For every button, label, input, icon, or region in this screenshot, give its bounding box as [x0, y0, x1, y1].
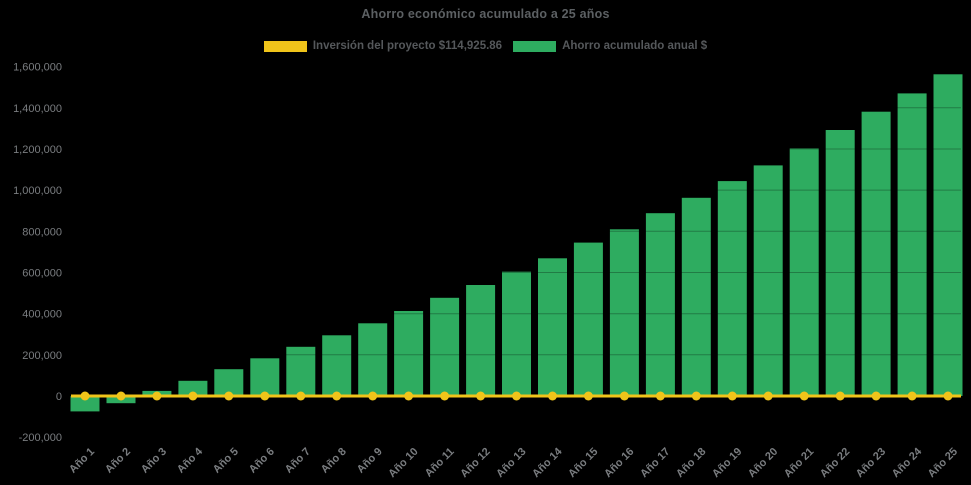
bar-año-9 [358, 323, 388, 396]
x-axis-tick-label: Año 17 [638, 446, 672, 480]
x-axis-tick-label: Año 9 [355, 446, 385, 476]
bar-año-14 [538, 258, 567, 396]
x-axis-tick-label: Año 3 [139, 446, 169, 476]
x-axis-tick-label: Año 8 [319, 446, 349, 476]
y-axis-tick-label: 1,600,000 [13, 62, 62, 74]
legend-label-investment: Inversión del proyecto $114,925.86 [312, 40, 503, 52]
bar-año-7 [286, 346, 316, 396]
y-axis-tick-label: 200,000 [22, 350, 62, 362]
legend-label-savings: Ahorro acumulado anual $ [562, 40, 708, 52]
x-axis-tick-label: Año 13 [494, 446, 528, 480]
investment-marker [80, 391, 90, 401]
x-axis-tick-label: Año 18 [674, 446, 708, 480]
x-axis-tick-label: Año 25 [926, 446, 960, 480]
bar-año-12 [466, 285, 496, 396]
bar-año-4 [178, 380, 208, 396]
investment-marker [871, 391, 881, 401]
bar-año-24 [897, 93, 927, 397]
legend: Inversión del proyecto $114,925.86 Ahorr… [0, 40, 971, 52]
bar-año-22 [825, 130, 855, 396]
x-axis-tick-label: Año 20 [746, 446, 780, 480]
x-axis-tick-label: Año 5 [211, 446, 241, 476]
investment-marker [332, 391, 342, 401]
x-axis-tick-label: Año 11 [423, 446, 457, 480]
bar-año-10 [394, 311, 424, 396]
investment-marker [727, 391, 737, 401]
investment-marker [404, 391, 414, 401]
investment-marker [224, 391, 234, 401]
y-axis-tick-label: 1,200,000 [13, 144, 62, 156]
y-axis-tick-label: 800,000 [22, 226, 62, 238]
chart-title: Ahorro económico acumulado a 25 años [361, 7, 610, 21]
y-axis-tick-label: 1,000,000 [13, 185, 62, 197]
investment-marker [619, 391, 629, 401]
investment-marker [368, 391, 378, 401]
investment-marker [548, 391, 557, 401]
bar-año-17 [645, 213, 675, 396]
legend-item-savings: Ahorro acumulado anual $ [513, 40, 707, 52]
investment-marker [188, 391, 198, 401]
investment-marker [512, 391, 521, 401]
bar-año-13 [502, 271, 531, 396]
bar-año-8 [322, 335, 352, 396]
bar-año-25 [933, 74, 963, 397]
legend-item-investment: Inversión del proyecto $114,925.86 [263, 40, 503, 52]
x-axis-tick-label: Año 21 [782, 446, 816, 480]
y-axis-tick-label: 400,000 [22, 309, 62, 321]
investment-marker [691, 391, 701, 401]
investment-marker [296, 391, 306, 401]
x-axis-tick-label: Año 16 [602, 446, 636, 480]
bar-año-19 [717, 181, 747, 396]
x-axis-tick-label: Año 22 [818, 446, 852, 480]
x-axis-tick-label: Año 6 [247, 446, 277, 476]
legend-swatch-investment-icon [263, 40, 307, 52]
bar-año-6 [250, 358, 280, 396]
y-axis-tick-label: 600,000 [22, 268, 62, 280]
x-axis-tick-label: Año 23 [854, 446, 888, 480]
x-axis-tick-label: Año 14 [530, 445, 565, 480]
y-axis-tick-label: 1,400,000 [13, 103, 62, 115]
investment-marker [583, 391, 593, 401]
investment-marker [152, 391, 162, 401]
x-axis-tick-label: Año 19 [710, 446, 744, 480]
legend-swatch-savings-icon [513, 40, 557, 52]
bar-año-11 [430, 297, 460, 396]
x-axis-tick-label: Año 12 [458, 446, 492, 480]
bar-año-16 [609, 229, 639, 396]
x-axis-tick-label: Año 4 [175, 445, 206, 476]
bar-año-23 [861, 111, 891, 396]
investment-marker [260, 391, 270, 401]
investment-marker [907, 391, 917, 401]
x-axis-tick-label: Año 24 [890, 445, 925, 480]
y-axis-tick-label: -200,000 [19, 432, 62, 444]
investment-marker [943, 391, 953, 401]
bar-año-20 [753, 165, 783, 396]
bar-año-1 [70, 396, 100, 412]
bar-año-15 [573, 242, 603, 396]
bar-año-21 [789, 148, 819, 396]
bar-año-18 [681, 197, 711, 396]
investment-marker [440, 391, 450, 401]
investment-marker [799, 391, 809, 401]
investment-marker [655, 391, 665, 401]
x-axis-tick-label: Año 15 [566, 446, 600, 480]
investment-marker [763, 391, 773, 401]
x-axis-tick-label: Año 7 [283, 446, 313, 476]
investment-marker [835, 391, 845, 401]
x-axis-tick-label: Año 2 [103, 446, 133, 476]
x-axis-tick-label: Año 1 [67, 446, 97, 476]
y-axis-tick-label: 0 [56, 391, 62, 403]
investment-marker [116, 391, 126, 401]
x-axis-tick-label: Año 10 [386, 446, 420, 480]
investment-marker [476, 391, 486, 401]
